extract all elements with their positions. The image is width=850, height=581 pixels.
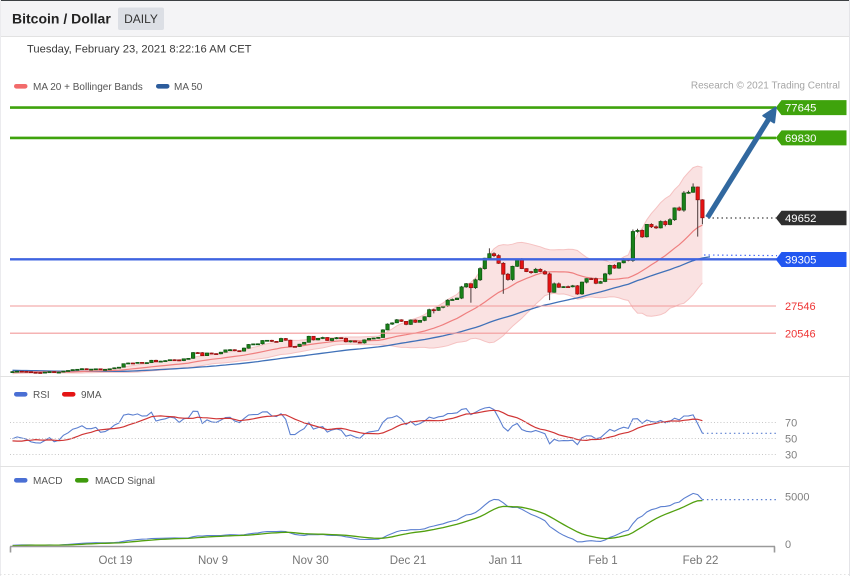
svg-text:Tuesday, February 23, 2021 8:2: Tuesday, February 23, 2021 8:22:16 AM CE… bbox=[27, 44, 252, 56]
svg-text:Bitcoin / Dollar: Bitcoin / Dollar bbox=[12, 11, 111, 27]
svg-text:MACD: MACD bbox=[33, 476, 62, 487]
svg-text:Oct 19: Oct 19 bbox=[99, 555, 133, 567]
svg-text:MA 20 + Bollinger Bands: MA 20 + Bollinger Bands bbox=[33, 82, 143, 93]
svg-text:20546: 20546 bbox=[785, 328, 816, 340]
svg-text:MA 50: MA 50 bbox=[174, 82, 203, 93]
svg-text:DAILY: DAILY bbox=[124, 12, 158, 26]
svg-text:Research © 2021 Trading Centra: Research © 2021 Trading Central bbox=[691, 81, 840, 92]
svg-text:30: 30 bbox=[785, 450, 797, 462]
svg-text:Feb 1: Feb 1 bbox=[588, 555, 617, 567]
svg-text:Dec 21: Dec 21 bbox=[390, 555, 426, 567]
svg-text:Feb 22: Feb 22 bbox=[683, 555, 719, 567]
svg-text:50: 50 bbox=[785, 434, 797, 446]
svg-text:5000: 5000 bbox=[785, 492, 809, 504]
svg-text:Nov 9: Nov 9 bbox=[198, 555, 228, 567]
svg-text:39305: 39305 bbox=[785, 255, 816, 267]
svg-text:69830: 69830 bbox=[785, 133, 816, 145]
svg-text:0: 0 bbox=[785, 539, 791, 551]
svg-text:MACD Signal: MACD Signal bbox=[95, 476, 155, 487]
svg-text:70: 70 bbox=[785, 418, 797, 430]
svg-text:Jan 11: Jan 11 bbox=[489, 555, 523, 567]
svg-text:27546: 27546 bbox=[785, 301, 816, 313]
svg-text:77645: 77645 bbox=[785, 103, 816, 115]
svg-text:9MA: 9MA bbox=[81, 390, 102, 401]
svg-text:49652: 49652 bbox=[785, 213, 816, 225]
svg-text:RSI: RSI bbox=[33, 390, 50, 401]
svg-text:Nov 30: Nov 30 bbox=[292, 555, 328, 567]
